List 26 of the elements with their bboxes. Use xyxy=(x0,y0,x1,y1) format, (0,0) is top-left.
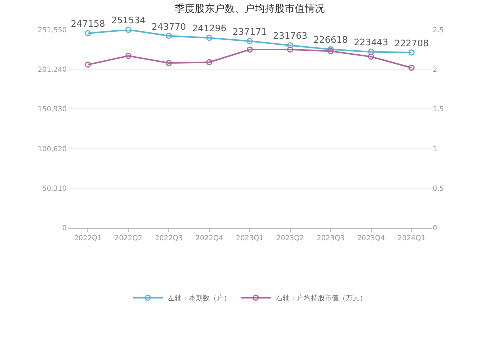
data-label: 222708 xyxy=(394,39,430,50)
point xyxy=(126,26,132,34)
data-label: 223443 xyxy=(354,38,389,49)
point xyxy=(368,54,374,60)
point xyxy=(408,50,415,56)
data-label: 231763 xyxy=(273,32,308,42)
point xyxy=(85,30,92,37)
data-label: 226618 xyxy=(314,36,348,46)
point xyxy=(206,34,213,42)
data-label: 251534 xyxy=(111,16,146,27)
point xyxy=(368,49,374,56)
point xyxy=(246,46,254,53)
data-label: 243770 xyxy=(152,22,187,33)
data-label: 241296 xyxy=(192,24,228,35)
point xyxy=(287,46,294,53)
point xyxy=(85,62,92,68)
point xyxy=(246,38,254,44)
point xyxy=(206,59,213,66)
data-label: 247158 xyxy=(71,20,106,30)
data-label: 237171 xyxy=(232,28,268,38)
point xyxy=(408,64,415,72)
point xyxy=(166,60,172,66)
point xyxy=(287,42,294,49)
point xyxy=(166,33,172,40)
chart-title: 季度股东户数、户均持股市值情况 xyxy=(175,3,325,16)
point xyxy=(126,53,132,60)
